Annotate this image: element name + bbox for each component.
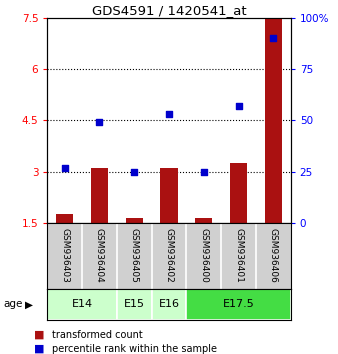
Text: E17.5: E17.5 [223,299,255,309]
Bar [56,215,73,223]
Bar [152,289,186,320]
Bar [265,18,282,223]
Bar [195,218,213,223]
Text: ■: ■ [34,344,44,354]
Bar [117,289,152,320]
Title: GDS4591 / 1420541_at: GDS4591 / 1420541_at [92,4,246,17]
Text: GSM936400: GSM936400 [199,228,208,283]
Point [236,103,241,109]
Point [97,120,102,125]
Text: E15: E15 [124,299,145,309]
Bar [125,218,143,223]
Bar [47,289,117,320]
Bar [91,168,108,223]
Bar [160,168,178,223]
Text: GSM936403: GSM936403 [60,228,69,283]
Text: GSM936401: GSM936401 [234,228,243,283]
Text: GSM936402: GSM936402 [165,228,173,283]
Text: E14: E14 [72,299,93,309]
Text: ■: ■ [34,330,44,339]
Text: GSM936406: GSM936406 [269,228,278,283]
Text: transformed count: transformed count [52,330,143,339]
Point [131,169,137,175]
Point [271,35,276,41]
Text: age: age [3,299,23,309]
Text: GSM936404: GSM936404 [95,228,104,283]
Bar [186,289,291,320]
Point [166,112,172,117]
Text: ▶: ▶ [25,299,33,309]
Point [62,165,67,170]
Bar [230,163,247,223]
Point [201,169,207,175]
Text: percentile rank within the sample: percentile rank within the sample [52,344,217,354]
Text: E16: E16 [159,299,179,309]
Text: GSM936405: GSM936405 [130,228,139,283]
